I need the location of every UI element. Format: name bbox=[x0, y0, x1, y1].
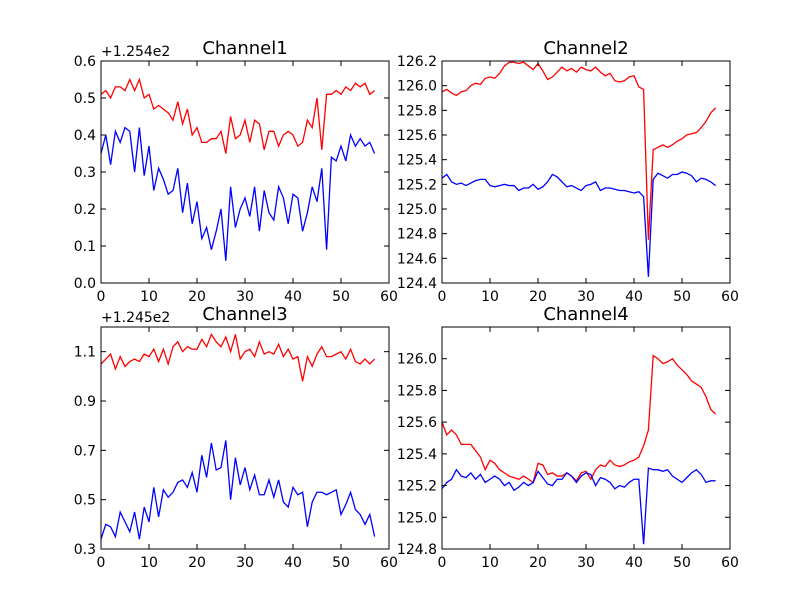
channel4-ytick-label: 125.6 bbox=[397, 415, 437, 431]
channel1-ytick-label: 0.6 bbox=[74, 54, 96, 70]
channel1-ytick-label: 0.5 bbox=[74, 91, 96, 107]
channel2-xtick-label: 50 bbox=[673, 289, 691, 305]
channel1-panel: 0 10 20 30 40 50 60 0.0 0.1 0.2 0.3 0.4 0.5 0.6 Channe… bbox=[74, 38, 398, 305]
channel3-xtick-label: 30 bbox=[236, 555, 254, 571]
channel2-ytick-label: 126.0 bbox=[397, 79, 437, 95]
channel1-title: Channel1 bbox=[202, 38, 287, 59]
channel1-xtick-label: 50 bbox=[332, 289, 350, 305]
channel4-title: Channel4 bbox=[543, 304, 628, 325]
channel4-xtick-label: 30 bbox=[577, 555, 595, 571]
channel3-xtick-label: 40 bbox=[284, 555, 302, 571]
channel1-ytick-label: 0.4 bbox=[74, 128, 96, 144]
channel4-xtick-label: 0 bbox=[438, 555, 447, 571]
channel3-panel: 0 10 20 30 40 50 60 0.3 0.5 0.7 0.9 1.1 Channel3 +1.2… bbox=[74, 304, 398, 571]
channel3-xtick-label: 10 bbox=[140, 555, 158, 571]
channel2-ytick-label: 125.6 bbox=[397, 128, 437, 144]
channel1-ytick-label: 0.0 bbox=[74, 276, 96, 292]
channel4-ytick-label: 125.2 bbox=[397, 479, 437, 495]
channel4-series-line-blue bbox=[441, 467, 716, 545]
channel1-series-line-red bbox=[100, 77, 375, 154]
channel3-ytick-label: 1.1 bbox=[74, 345, 96, 361]
channel4-xtick-label: 10 bbox=[481, 555, 499, 571]
channel4-ytick-label: 125.4 bbox=[397, 447, 437, 463]
channel4-ytick-label: 126.0 bbox=[397, 352, 437, 368]
channel2-title: Channel2 bbox=[543, 38, 628, 59]
channel3-title: Channel3 bbox=[202, 304, 287, 325]
channel3-series-line-red bbox=[100, 332, 376, 382]
channel3-offset-label: +1.245e2 bbox=[101, 310, 170, 326]
channel4-ytick-label: 125.8 bbox=[397, 383, 437, 399]
channel4-xtick-label: 50 bbox=[673, 555, 691, 571]
channel2-ytick-label: 124.4 bbox=[397, 276, 437, 292]
channel2-ytick-label: 125.4 bbox=[397, 153, 437, 169]
channel1-xtick-label: 30 bbox=[236, 289, 254, 305]
channel1-xtick-label: 10 bbox=[140, 289, 158, 305]
channel4-series-line-red bbox=[441, 354, 717, 484]
channel3-ytick-label: 0.9 bbox=[74, 394, 96, 410]
channel3-ytick-label: 0.7 bbox=[74, 443, 96, 459]
channel1-xtick-label: 20 bbox=[188, 289, 206, 305]
channel2-xtick-label: 60 bbox=[721, 289, 739, 305]
channel4-ytick-label: 124.8 bbox=[397, 542, 437, 558]
channel2-ytick-label: 126.2 bbox=[397, 54, 437, 70]
channel4-xtick-label: 40 bbox=[625, 555, 643, 571]
channel4-panel: 0 10 20 30 40 50 60 124.8 125.0 125.2 125.4 125.6 12… bbox=[397, 304, 739, 571]
channel1-xtick-label: 40 bbox=[284, 289, 302, 305]
channel2-panel: 0 10 20 30 40 50 60 124.4 124.6 124.8 125.0 125.2 12… bbox=[397, 38, 739, 305]
channel3-xtick-label: 20 bbox=[188, 555, 206, 571]
channel2-series-line-red bbox=[441, 61, 717, 240]
channel3-xtick-label: 60 bbox=[380, 555, 398, 571]
channel2-ytick-label: 125.8 bbox=[397, 103, 437, 119]
channel2-xtick-label: 0 bbox=[438, 289, 447, 305]
channel2-series-line-blue bbox=[441, 171, 716, 277]
channel3-ytick-label: 0.5 bbox=[74, 493, 96, 509]
channel2-ytick-label: 125.0 bbox=[397, 202, 437, 218]
channel2-xtick-label: 30 bbox=[577, 289, 595, 305]
channel3-xtick-label: 50 bbox=[332, 555, 350, 571]
channel2-ytick-label: 124.6 bbox=[397, 251, 437, 267]
channel3-series-line-blue bbox=[100, 440, 376, 540]
channel4-ytick-label: 125.0 bbox=[397, 510, 437, 526]
channel1-offset-label: +1.254e2 bbox=[101, 44, 170, 60]
channel1-ytick-label: 0.2 bbox=[74, 202, 96, 218]
channel1-ytick-label: 0.3 bbox=[74, 165, 96, 181]
channel4-xtick-label: 60 bbox=[721, 555, 739, 571]
channel1-xtick-label: 0 bbox=[97, 289, 106, 305]
channel2-xtick-label: 10 bbox=[481, 289, 499, 305]
channel2-ytick-label: 124.8 bbox=[397, 227, 437, 243]
channel2-ytick-label: 125.2 bbox=[397, 177, 437, 193]
channel1-xtick-label: 60 bbox=[380, 289, 398, 305]
channel3-xtick-label: 0 bbox=[97, 555, 106, 571]
channel1-series-line-blue bbox=[100, 126, 376, 261]
channel1-ytick-label: 0.1 bbox=[74, 239, 96, 255]
channel2-xtick-label: 40 bbox=[625, 289, 643, 305]
channel2-xtick-label: 20 bbox=[529, 289, 547, 305]
channel4-xtick-label: 20 bbox=[529, 555, 547, 571]
channel3-ytick-label: 0.3 bbox=[74, 542, 96, 558]
